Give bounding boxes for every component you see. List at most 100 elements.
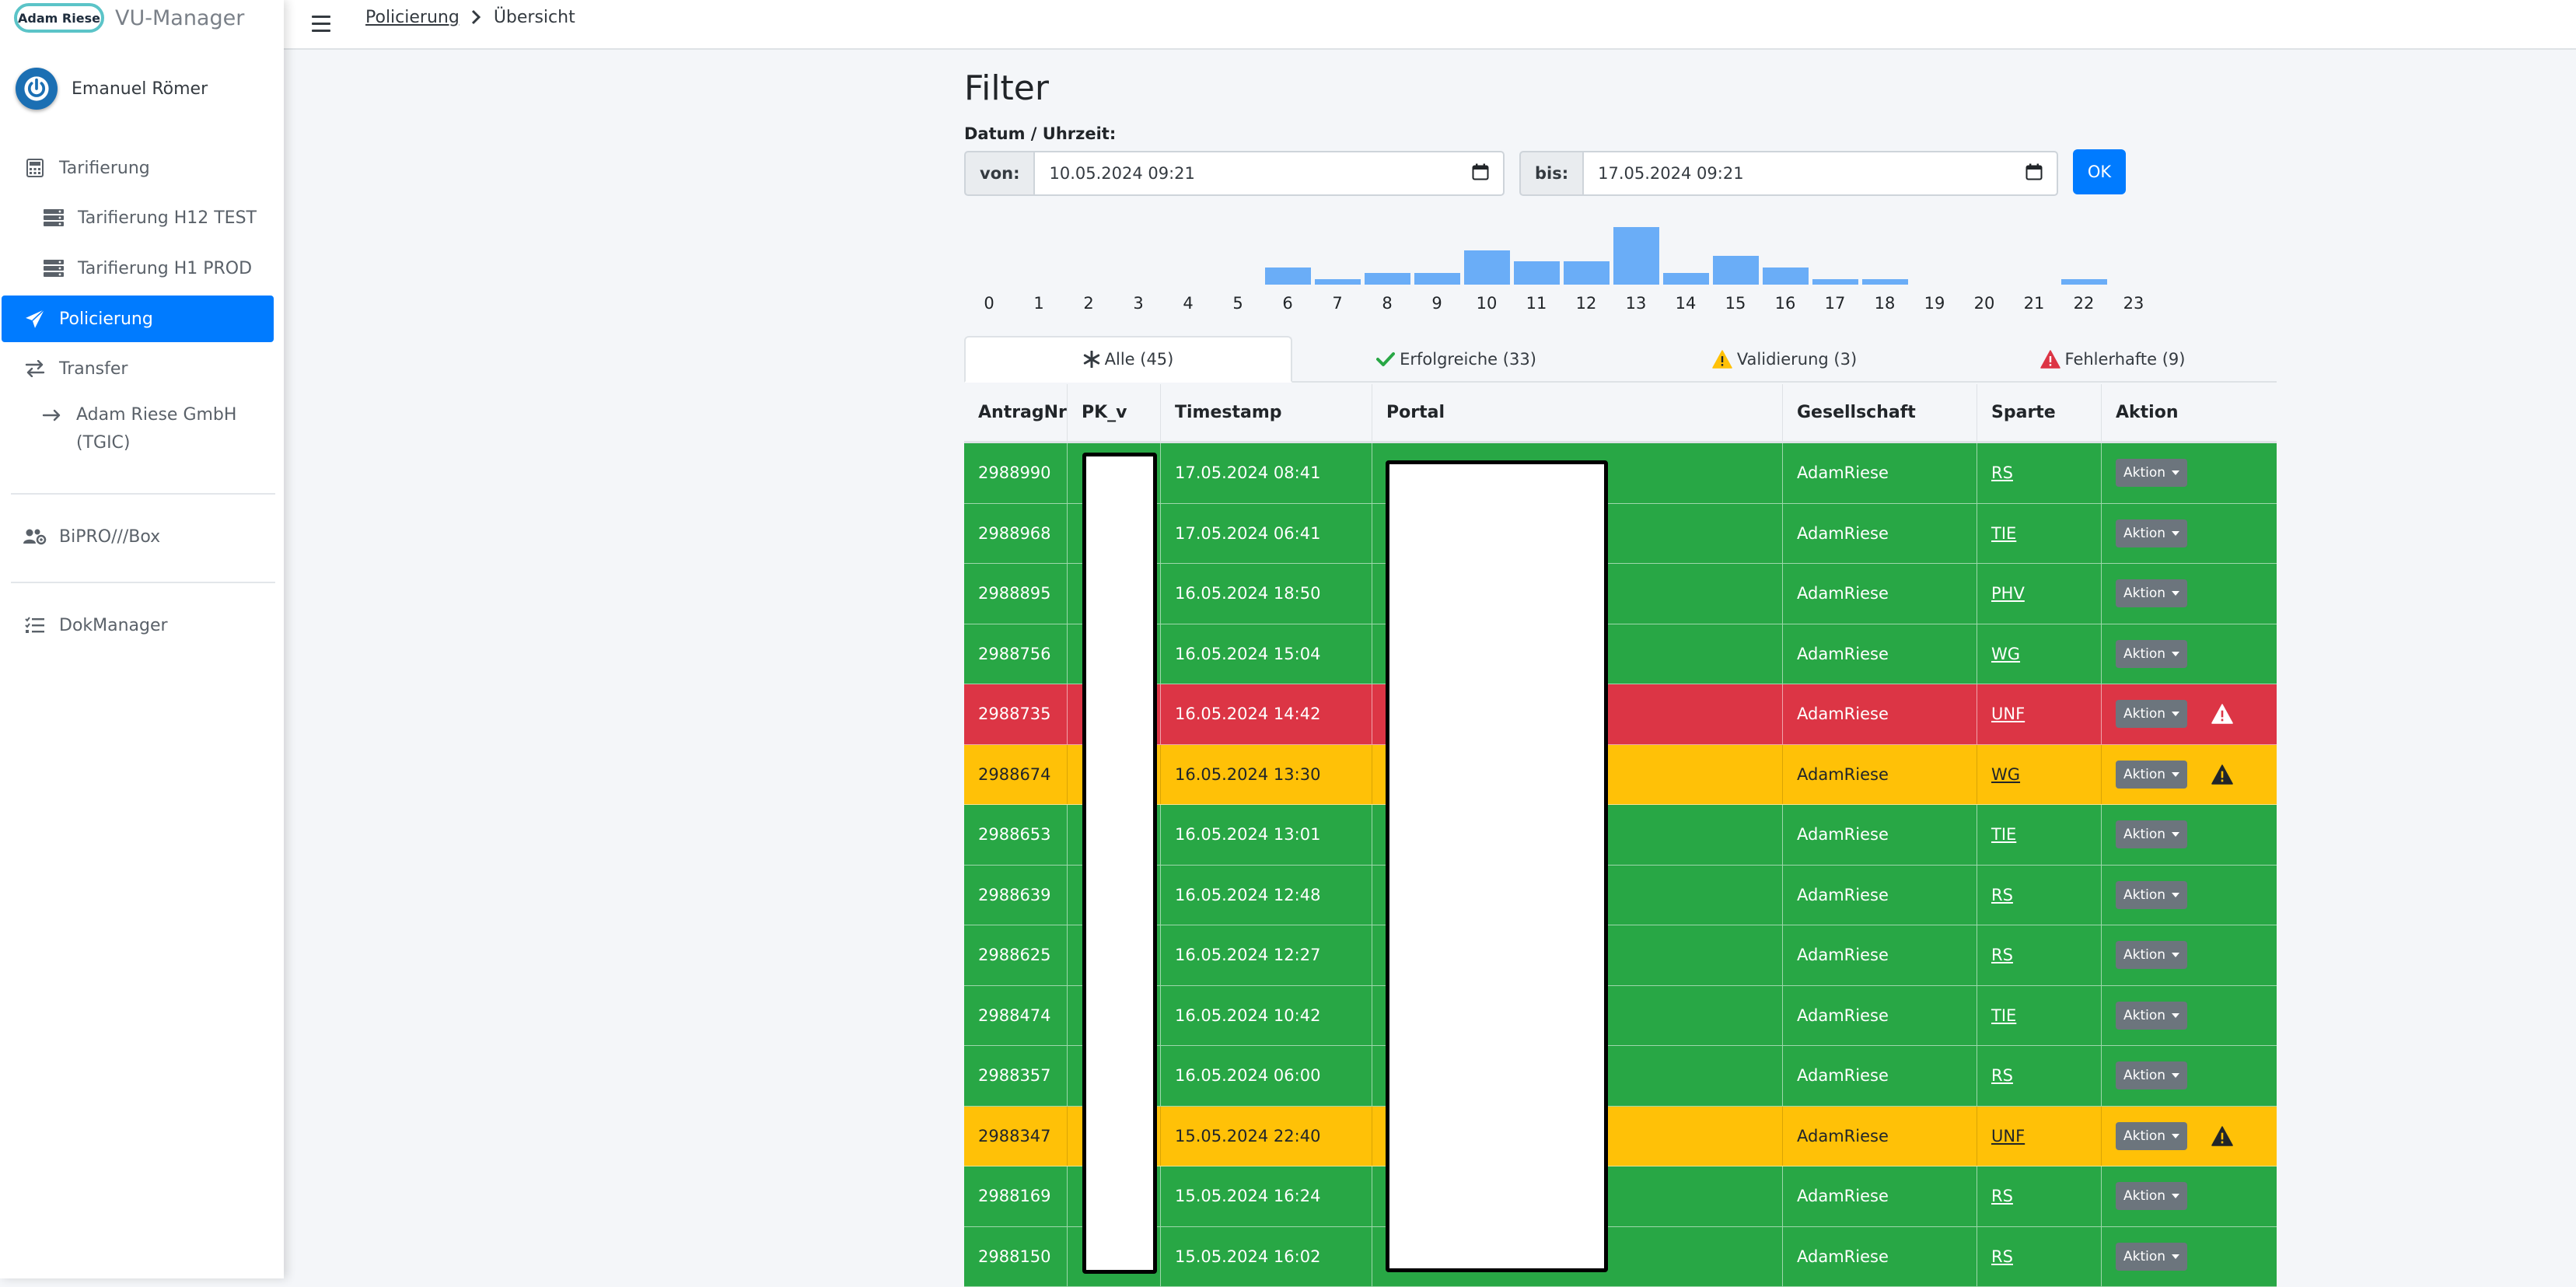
aktion-dropdown-button[interactable]: Aktion (2116, 1002, 2187, 1030)
ok-button[interactable]: OK (2073, 149, 2126, 194)
cell-aktion: Aktion (2102, 1227, 2277, 1287)
cell-gesellschaft-text: AdamRiese (1797, 705, 1889, 723)
cell-sparte-text[interactable]: TIE (1991, 1006, 2016, 1025)
aktion-dropdown-button[interactable]: Aktion (2116, 1182, 2187, 1210)
sidebar-item-label: BiPRO///Box (59, 527, 160, 547)
cell-sparte: WG (1977, 745, 2102, 805)
tab-alle[interactable]: Alle (45) (964, 336, 1292, 383)
cell-sparte-text[interactable]: RS (1991, 1247, 2013, 1266)
aktion-dropdown-button[interactable]: Aktion (2116, 881, 2187, 909)
cell-gesellschaft: AdamRiese (1783, 986, 1977, 1046)
tab-fehlerhafte[interactable]: Fehlerhafte (9) (1949, 336, 2277, 383)
cell-gesellschaft-text: AdamRiese (1797, 1127, 1889, 1145)
cell-antragnr-text: 2988674 (978, 765, 1051, 784)
aktion-dropdown-button[interactable]: Aktion (2116, 761, 2187, 789)
warning-icon[interactable] (2211, 764, 2234, 785)
cell-sparte-text[interactable]: RS (1991, 886, 2013, 904)
warning-icon[interactable] (2211, 704, 2234, 724)
cell-timestamp: 16.05.2024 12:48 (1161, 866, 1372, 925)
histogram-bar (1613, 227, 1659, 285)
to-datetime-input[interactable]: 17.05.2024 09:21 (1582, 151, 2058, 196)
caret-down-icon (2172, 1013, 2179, 1018)
tab-erfolgreiche[interactable]: Erfolgreiche (33) (1292, 336, 1620, 383)
aktion-dropdown-button[interactable]: Aktion (2116, 579, 2187, 607)
aktion-dropdown-button[interactable]: Aktion (2116, 941, 2187, 969)
column-header[interactable]: PK_v (1068, 384, 1161, 441)
cell-antragnr-text: 2988735 (978, 705, 1051, 723)
tab-validierung[interactable]: Validierung (3) (1620, 336, 1949, 383)
users-cog-icon (23, 525, 47, 548)
sidebar: Adam Riese VU-Manager Emanuel Römer Tari… (0, 0, 284, 1278)
chevron-right-icon (470, 9, 481, 25)
cell-sparte: TIE (1977, 504, 2102, 564)
aktion-dropdown-button[interactable]: Aktion (2116, 1243, 2187, 1271)
aktion-dropdown-button[interactable]: Aktion (2116, 700, 2187, 728)
sidebar-item-policierung[interactable]: Policierung (2, 296, 274, 342)
aktion-dropdown-button[interactable]: Aktion (2116, 1122, 2187, 1150)
cell-antragnr-text: 2988474 (978, 1006, 1051, 1025)
calendar-icon[interactable] (2025, 163, 2043, 184)
aktion-dropdown-button[interactable]: Aktion (2116, 519, 2187, 547)
sidebar-item-label: Tarifierung H12 TEST (78, 208, 257, 228)
caret-down-icon (2172, 893, 2179, 897)
sidebar-item-tarifierung-h12-test[interactable]: Tarifierung H12 TEST (2, 194, 274, 241)
tab-label: Validierung (3) (1737, 350, 1857, 369)
breadcrumb-link-policierung[interactable]: Policierung (365, 8, 460, 27)
page-title: Filter (964, 68, 1049, 108)
cell-gesellschaft-text: AdamRiese (1797, 1006, 1889, 1025)
cell-sparte-text[interactable]: TIE (1991, 524, 2016, 543)
cell-sparte-text[interactable]: UNF (1991, 1127, 2025, 1145)
user-panel[interactable]: Emanuel Römer (16, 67, 208, 110)
sidebar-divider (11, 582, 275, 583)
cell-aktion: Aktion (2102, 443, 2277, 503)
cell-sparte-text[interactable]: PHV (1991, 584, 2025, 603)
cell-sparte-text[interactable]: RS (1991, 1066, 2013, 1085)
aktion-dropdown-button[interactable]: Aktion (2116, 1061, 2187, 1089)
column-header[interactable]: Portal (1372, 384, 1783, 441)
menu-toggle-icon[interactable] (312, 16, 330, 33)
column-header[interactable]: Aktion (2102, 384, 2277, 441)
column-header[interactable]: AntragNr (964, 384, 1068, 441)
sidebar-item-dokmanager[interactable]: DokManager (2, 602, 274, 649)
from-datetime-input[interactable]: 10.05.2024 09:21 (1033, 151, 1505, 196)
cell-sparte-text[interactable]: RS (1991, 463, 2013, 482)
brand[interactable]: Adam Riese VU-Manager (14, 2, 244, 34)
sidebar-item-bipro-box[interactable]: BiPRO///Box (2, 513, 274, 560)
sidebar-item-transfer[interactable]: Transfer (2, 345, 274, 392)
cell-sparte-text[interactable]: RS (1991, 946, 2013, 964)
cell-sparte-text[interactable]: TIE (1991, 825, 2016, 844)
cell-sparte: TIE (1977, 986, 2102, 1046)
cell-sparte-text[interactable]: WG (1991, 645, 2020, 663)
cell-sparte-text[interactable]: UNF (1991, 705, 2025, 723)
sidebar-item-adam-riese-gmbh[interactable]: Adam Riese GmbH (TGIC) (40, 401, 266, 457)
calendar-icon[interactable] (1472, 163, 1489, 184)
column-header[interactable]: Sparte (1977, 384, 2102, 441)
warning-icon[interactable] (2211, 1126, 2234, 1146)
column-header[interactable]: Timestamp (1161, 384, 1372, 441)
aktion-dropdown-button[interactable]: Aktion (2116, 640, 2187, 668)
cell-gesellschaft: AdamRiese (1783, 1046, 1977, 1106)
cell-sparte-text[interactable]: RS (1991, 1187, 2013, 1205)
sidebar-item-tarifierung[interactable]: Tarifierung (2, 145, 274, 191)
sidebar-item-tarifierung-h1-prod[interactable]: Tarifierung H1 PROD (2, 245, 274, 292)
cell-antragnr-text: 2988653 (978, 825, 1051, 844)
histogram-tick-label: 16 (1760, 294, 1810, 313)
column-header[interactable]: Gesellschaft (1783, 384, 1977, 441)
aktion-dropdown-button[interactable]: Aktion (2116, 820, 2187, 848)
aktion-dropdown-button[interactable]: Aktion (2116, 459, 2187, 487)
cell-sparte-text[interactable]: WG (1991, 765, 2020, 784)
